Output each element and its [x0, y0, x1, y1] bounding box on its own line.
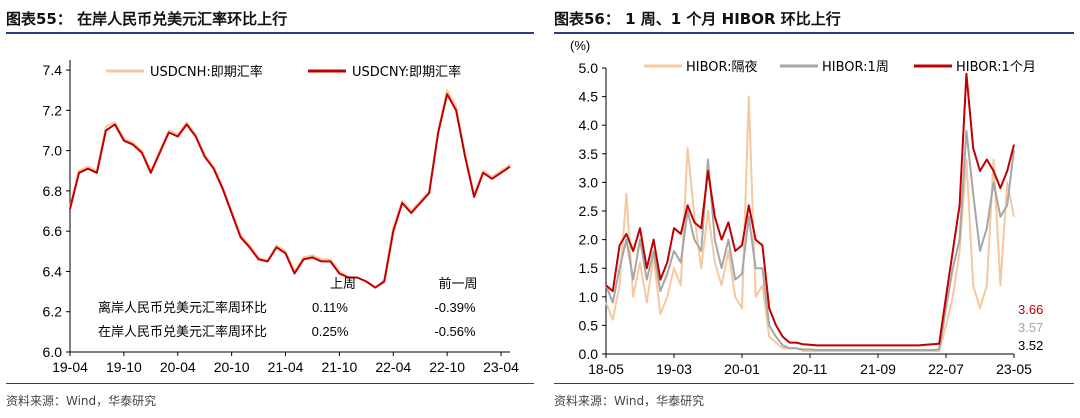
x-tick-label: 19-10 [106, 359, 142, 375]
table-row-label: 离岸人民币兑美元汇率周环比 [98, 300, 267, 316]
x-tick-label: 21-10 [321, 359, 357, 375]
x-tick-label: 22-10 [429, 359, 465, 375]
chart-title: 图表56： 1 周、1 个月 HIBOR 环比上行 [554, 10, 841, 28]
x-tick-label: 20-01 [724, 361, 760, 377]
x-tick-label: 22-04 [375, 359, 411, 375]
x-tick-label: 21-09 [860, 361, 896, 377]
y-tick-label: 1.5 [579, 260, 599, 276]
legend-label: HIBOR:1个月 [956, 60, 1036, 75]
y-tick-label: 5.0 [579, 60, 599, 76]
table-col-header: 上周 [330, 277, 356, 292]
y-tick-label: 1.0 [579, 289, 599, 305]
legend-label: HIBOR:1周 [822, 60, 889, 75]
end-value-label: 3.57 [1018, 320, 1043, 335]
x-tick-label: 21-04 [268, 359, 304, 375]
chart-source: 资料来源：Wind，华泰研究 [6, 394, 157, 408]
x-tick-label: 19-04 [52, 359, 88, 375]
y-tick-label: 0.5 [579, 317, 599, 333]
series-line-USDCNY:即期汇率 [69, 93, 511, 289]
title-rule [6, 32, 534, 34]
chart-source: 资料来源：Wind，华泰研究 [554, 394, 705, 408]
table-col-header: 前一周 [438, 276, 477, 292]
series-line-HIBOR:1周 [605, 129, 1015, 351]
source-rule [554, 383, 1074, 384]
series-line-USDCNH:即期汇率 [69, 89, 511, 289]
y-tick-label: 6.2 [43, 304, 63, 320]
legend-label: USDCNY:即期汇率 [352, 64, 461, 80]
y-tick-label: 3.5 [579, 146, 599, 162]
table-cell-current: 0.25% [312, 324, 349, 339]
x-tick-label: 23-04 [483, 359, 519, 375]
y-tick-label: 0.0 [579, 346, 599, 362]
y-tick-label: 2.5 [579, 203, 599, 219]
x-tick-label: 22-07 [928, 361, 964, 377]
x-tick-label: 19-03 [656, 361, 692, 377]
end-value-label: 3.66 [1018, 302, 1043, 317]
x-tick-label: 23-05 [996, 361, 1032, 377]
y-tick-label: 2.0 [579, 232, 599, 248]
legend-label: HIBOR:隔夜 [686, 60, 758, 75]
x-tick-label: 20-10 [214, 359, 250, 375]
table-row-label: 在岸人民币兑美元汇率周环比 [98, 324, 267, 340]
end-value-label: 3.52 [1018, 338, 1043, 353]
y-tick-label: 4.0 [579, 117, 599, 133]
legend-label: USDCNH:即期汇率 [150, 64, 263, 80]
source-rule [6, 383, 534, 384]
y-tick-label: 7.4 [43, 62, 63, 78]
x-tick-label: 20-11 [793, 361, 828, 377]
y-tick-label: 6.6 [43, 223, 63, 239]
y-tick-label: 4.5 [579, 89, 599, 105]
x-tick-label: 20-04 [160, 359, 196, 375]
cny-chart-svg: 6.0 6.2 6.4 6.6 6.8 7.0 7.2 7.4 19-04 19-10 20-04 2… [43, 60, 519, 375]
table-cell-previous: -0.56% [434, 324, 476, 339]
y-tick-label: 6.8 [43, 183, 63, 199]
title-rule [554, 32, 1074, 34]
table-cell-current: 0.11% [312, 300, 348, 315]
y-tick-label: 7.0 [43, 143, 63, 159]
hibor-chart-svg: 0.0 0.5 1.0 1.5 2.0 2.5 3.0 3.5 4.0 4.5 5.0 18-05 19… [570, 38, 1043, 377]
y-tick-label: 6.4 [43, 263, 63, 279]
series-line-HIBOR:隔夜 [605, 95, 1015, 353]
chart-panel-hibor: 图表56： 1 周、1 个月 HIBOR 环比上行 0.0 0.5 1.0 1.5 2.… [548, 0, 1080, 418]
y-axis-unit-label: (%) [570, 38, 590, 53]
chart-panel-cny: 图表55： 在岸人民币兑美元汇率环比上行 6.0 6.2 6.4 6.6 6.8 7.0 7… [6, 10, 534, 408]
y-tick-label: 7.2 [43, 102, 63, 118]
y-tick-label: 3.0 [579, 174, 599, 190]
table-cell-previous: -0.39% [434, 300, 476, 315]
chart-title: 图表55： 在岸人民币兑美元汇率环比上行 [6, 10, 288, 28]
y-tick-label: 6.0 [43, 344, 63, 360]
series-line-HIBOR:1个月 [605, 72, 1015, 347]
x-tick-label: 18-05 [588, 361, 624, 377]
